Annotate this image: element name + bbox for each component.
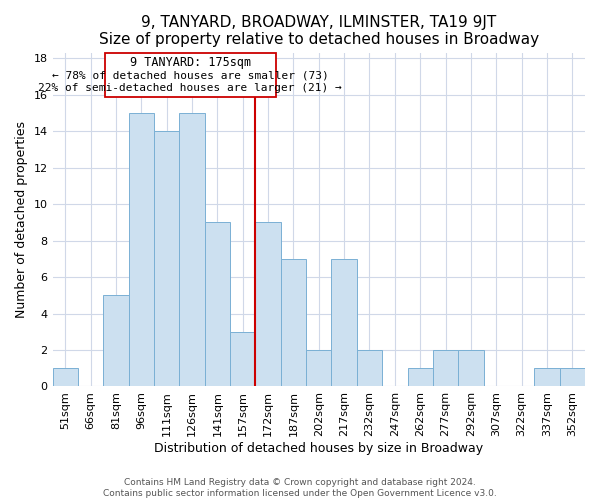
Bar — [179, 113, 205, 386]
Bar — [205, 222, 230, 386]
Bar — [407, 368, 433, 386]
Text: Contains HM Land Registry data © Crown copyright and database right 2024.
Contai: Contains HM Land Registry data © Crown c… — [103, 478, 497, 498]
Bar — [103, 296, 128, 386]
Bar — [230, 332, 256, 386]
Text: 22% of semi-detached houses are larger (21) →: 22% of semi-detached houses are larger (… — [38, 82, 342, 92]
Bar — [433, 350, 458, 387]
Bar — [331, 259, 357, 386]
Bar — [281, 259, 306, 386]
Bar — [458, 350, 484, 387]
Bar — [357, 350, 382, 387]
X-axis label: Distribution of detached houses by size in Broadway: Distribution of detached houses by size … — [154, 442, 484, 455]
Bar — [560, 368, 585, 386]
Bar — [53, 368, 78, 386]
Bar — [256, 222, 281, 386]
FancyBboxPatch shape — [104, 52, 275, 98]
Bar — [154, 131, 179, 386]
Bar — [306, 350, 331, 387]
Y-axis label: Number of detached properties: Number of detached properties — [15, 121, 28, 318]
Bar — [128, 113, 154, 386]
Bar — [534, 368, 560, 386]
Text: ← 78% of detached houses are smaller (73): ← 78% of detached houses are smaller (73… — [52, 70, 328, 80]
Title: 9, TANYARD, BROADWAY, ILMINSTER, TA19 9JT
Size of property relative to detached : 9, TANYARD, BROADWAY, ILMINSTER, TA19 9J… — [99, 15, 539, 48]
Text: 9 TANYARD: 175sqm: 9 TANYARD: 175sqm — [130, 56, 251, 69]
